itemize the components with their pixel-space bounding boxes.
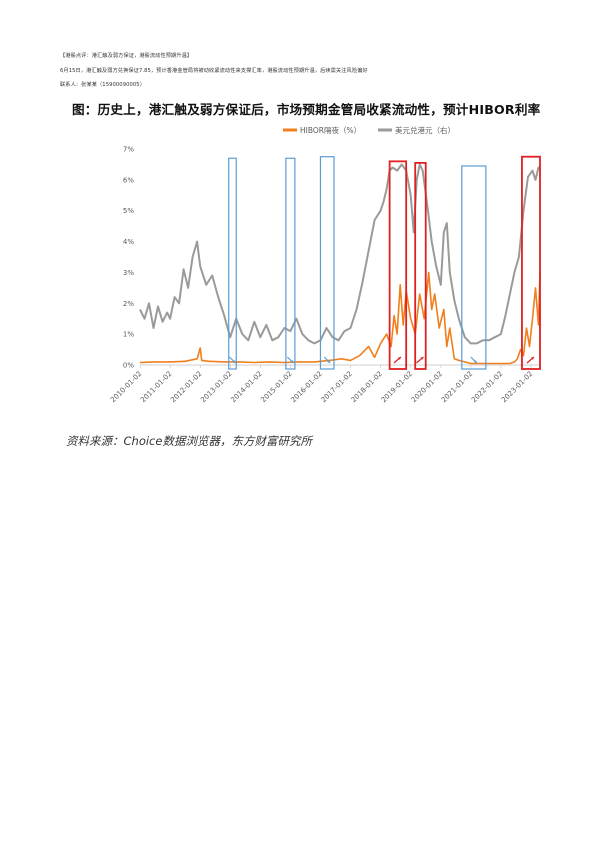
legend-label-usdhkd: 美元兑港元（右） xyxy=(395,125,455,135)
y-tick-label: 0% xyxy=(123,362,134,370)
figure-title: 图：历史上，港汇触及弱方保证后，市场预期金管局收紧流动性，预计HIBOR利率 xyxy=(72,102,541,117)
y-tick-label: 4% xyxy=(123,238,134,246)
red-highlight-box xyxy=(388,160,408,370)
header-line-1: 【港股点评：港汇触及弱方保证，港股流动性预期升温】 xyxy=(60,53,193,59)
legend-label-hibor: HIBOR隔夜（%） xyxy=(300,125,361,135)
blue-highlight-box xyxy=(228,157,237,370)
x-tick-label: 2023-01-02 xyxy=(500,370,534,404)
arrow-head-icon xyxy=(420,357,424,360)
red-highlight-box xyxy=(414,161,427,370)
series-line-usdhkd xyxy=(139,163,540,345)
y-tick-label: 7% xyxy=(123,146,134,154)
chart-legend: HIBOR隔夜（%） 美元兑港元（右） xyxy=(283,125,455,135)
red-highlight-box xyxy=(521,155,541,370)
y-tick-label: 1% xyxy=(123,331,134,339)
header-line-2: 6月15日，港汇触及弱方兑换保证7.85，预计香港金管局将被动收紧流动性来支撑汇… xyxy=(60,68,368,74)
source-note: 资料来源：Choice数据浏览器，东方财富研究所 xyxy=(66,434,312,448)
arrow-head-icon xyxy=(232,360,236,363)
annotation-layer xyxy=(228,155,541,370)
series-line-hibor xyxy=(139,271,541,365)
blue-highlight-box xyxy=(285,157,296,370)
y-tick-label: 2% xyxy=(123,300,134,308)
line-chart: HIBOR隔夜（%） 美元兑港元（右） 0% 1% 2% 3% 4% 5% 6% 7% 201… xyxy=(109,125,541,404)
x-axis-ticks: 2010-01-022011-01-022012-01-022013-01-02… xyxy=(109,365,534,404)
arrow-head-icon xyxy=(531,357,534,360)
blue-highlight-box xyxy=(461,165,487,370)
arrow-head-icon xyxy=(327,360,331,363)
arrow-head-icon xyxy=(290,360,294,363)
header-line-3: 联系人：张某某（15900090005） xyxy=(60,82,145,88)
y-tick-label: 6% xyxy=(123,176,134,184)
y-tick-label: 5% xyxy=(123,207,134,215)
series-layer xyxy=(139,163,541,365)
arrow-head-icon xyxy=(397,357,401,360)
y-tick-label: 3% xyxy=(123,269,134,277)
blue-highlight-box xyxy=(319,156,335,370)
arrow-head-icon xyxy=(473,360,477,363)
y-axis-ticks: 0% 1% 2% 3% 4% 5% 6% 7% xyxy=(123,146,134,370)
